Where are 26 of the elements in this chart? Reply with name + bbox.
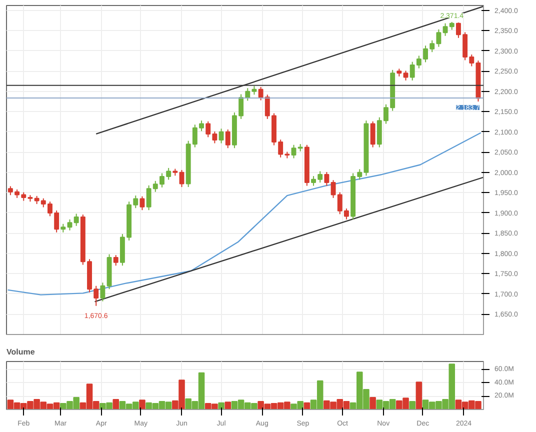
bar: [218, 402, 224, 410]
bar: [139, 400, 146, 410]
candlestick: [330, 180, 336, 198]
candlestick: [324, 172, 330, 186]
bar: [224, 402, 232, 410]
chart-title: Volume: [6, 348, 36, 356]
bar: [416, 382, 422, 410]
candlestick: [469, 54, 474, 67]
candlestick: [113, 254, 118, 266]
line-series: [7, 132, 482, 296]
candlestick: [48, 201, 52, 217]
candlestick: [179, 170, 184, 188]
candlestick: [140, 196, 145, 211]
candlestick: [54, 210, 60, 233]
candlestick: [291, 144, 296, 159]
candlestick: [166, 167, 172, 180]
bar: [409, 401, 416, 410]
bar: [112, 399, 120, 410]
candlestick: [218, 128, 224, 144]
bar: [370, 397, 376, 410]
candlestick: [370, 120, 376, 148]
candlestick: [100, 282, 106, 302]
candlestick: [225, 128, 230, 149]
candlestick: [403, 70, 408, 81]
candlestick: [67, 218, 72, 231]
candlestick: [74, 213, 79, 226]
